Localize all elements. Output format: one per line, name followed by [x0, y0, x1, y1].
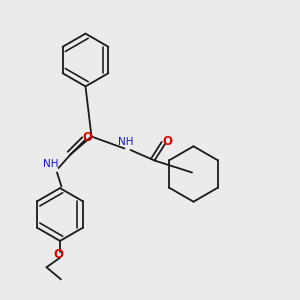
Text: NH: NH [43, 159, 59, 170]
Text: O: O [82, 131, 92, 144]
Text: O: O [53, 248, 64, 261]
Text: O: O [163, 135, 173, 148]
Text: NH: NH [118, 137, 134, 147]
